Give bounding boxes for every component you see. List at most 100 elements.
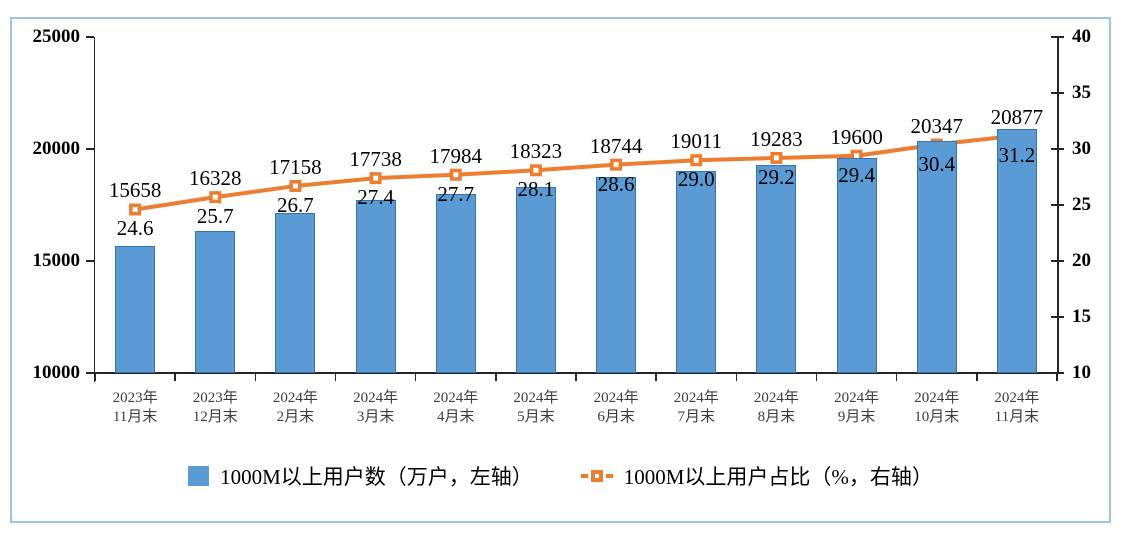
right-axis-tick <box>1051 92 1064 94</box>
left-axis-tick-label: 20000 <box>32 138 81 159</box>
left-axis-tick <box>86 260 94 262</box>
bar <box>756 165 797 373</box>
legend-label-line: 1000M以上用户占比（%，右轴） <box>623 465 933 489</box>
x-tick-label: 2024年 10月末 <box>914 390 960 425</box>
bar <box>115 246 156 373</box>
line-value-label: 28.1 <box>517 177 555 202</box>
line-marker <box>449 168 462 181</box>
right-axis-tick <box>1051 372 1064 374</box>
left-axis-tick-label: 10000 <box>32 362 81 383</box>
x-axis-tick <box>735 373 738 381</box>
x-axis-tick <box>495 373 497 381</box>
line-series-marker-sample <box>580 470 613 482</box>
bar <box>515 186 556 373</box>
right-axis-tick <box>1051 204 1064 206</box>
bar <box>836 157 877 373</box>
x-tick-label: 2024年 5月末 <box>513 390 559 425</box>
line-marker <box>369 172 382 185</box>
line-marker-icon <box>590 470 603 482</box>
left-axis-tick <box>86 372 94 374</box>
line-value-label: 27.7 <box>437 181 475 206</box>
x-tick-label: 2024年 6月末 <box>593 390 639 425</box>
x-axis-tick <box>1056 373 1058 381</box>
left-axis-tick <box>86 148 94 150</box>
x-tick-label: 2024年 7月末 <box>673 390 719 425</box>
bar-value-label: 20347 <box>910 113 964 138</box>
bar <box>596 177 637 373</box>
bar-series-swatch <box>188 466 210 486</box>
right-axis-tick <box>1051 260 1064 262</box>
line-value-label: 31.2 <box>998 142 1036 167</box>
right-axis-tick-label: 35 <box>1072 82 1091 103</box>
left-axis-tick-label: 15000 <box>32 250 81 271</box>
line-value-label: 29.4 <box>838 162 875 187</box>
bar-value-label: 17158 <box>269 154 322 179</box>
x-tick-label: 2024年 8月末 <box>753 390 799 425</box>
x-tick-label: 2024年 3月末 <box>353 390 399 425</box>
line-value-label: 30.4 <box>918 151 956 176</box>
bar <box>435 194 476 373</box>
line-marker <box>610 158 623 171</box>
line-value-label: 24.6 <box>116 216 154 241</box>
x-tick-label: 2023年 11月末 <box>112 390 158 425</box>
x-tick-label: 2024年 9月末 <box>834 390 880 425</box>
x-axis-tick <box>414 373 417 381</box>
x-axis-tick <box>334 373 337 381</box>
bar-value-label: 17738 <box>349 147 402 172</box>
line-value-label: 26.7 <box>277 192 314 217</box>
line-value-label: 29.0 <box>677 167 715 192</box>
legend-item-line: 1000M以上用户占比（%，右轴） <box>580 461 933 491</box>
bar-value-label: 19600 <box>830 124 883 149</box>
chart-legend: 1000M以上用户数（万户，左轴） 1000M以上用户占比（%，右轴） <box>10 458 1111 494</box>
x-tick-label: 2024年 4月末 <box>433 390 479 425</box>
bar <box>195 231 236 373</box>
line-marker <box>690 154 703 167</box>
line-value-label: 27.4 <box>357 185 394 210</box>
bar-value-label: 19011 <box>670 129 723 154</box>
right-axis-tick-label: 40 <box>1072 26 1091 47</box>
x-tick-label: 2024年 2月末 <box>272 390 318 425</box>
bar-value-label: 18744 <box>589 133 643 158</box>
left-axis-tick-label: 25000 <box>32 26 81 47</box>
bar-value-label: 15658 <box>108 178 162 203</box>
line-marker <box>129 203 142 216</box>
line-dash-icon <box>580 474 588 478</box>
x-tick-label: 2023年 12月末 <box>192 390 238 425</box>
right-axis-tick <box>1051 36 1064 38</box>
bar-value-label: 19283 <box>750 126 803 151</box>
right-axis-tick <box>1051 316 1064 318</box>
bar <box>996 129 1037 373</box>
x-tick-label: 2024年 11月末 <box>994 390 1040 425</box>
x-axis-tick <box>254 373 257 381</box>
legend-label-bars: 1000M以上用户数（万户，左轴） <box>220 465 533 489</box>
bar-value-label: 17984 <box>429 143 483 168</box>
line-marker <box>289 179 302 192</box>
x-axis-tick <box>174 373 176 381</box>
bar <box>916 141 957 373</box>
left-axis-line <box>93 37 96 382</box>
bar <box>355 199 396 373</box>
x-axis-tick <box>815 373 818 381</box>
right-axis-tick-label: 10 <box>1072 362 1091 383</box>
x-axis-tick <box>976 373 978 381</box>
line-value-label: 29.2 <box>758 164 795 189</box>
line-marker <box>529 164 542 177</box>
x-axis-tick <box>575 373 577 381</box>
line-dash-icon <box>605 474 613 478</box>
right-axis-tick-label: 15 <box>1072 306 1091 327</box>
line-value-label: 28.6 <box>597 171 635 196</box>
line-value-label: 25.7 <box>196 204 234 229</box>
line-marker <box>209 191 222 204</box>
x-axis-tick <box>895 373 898 381</box>
right-axis-tick <box>1051 148 1064 150</box>
bar-value-label: 20877 <box>990 104 1044 129</box>
legend-item-bars: 1000M以上用户数（万户，左轴） <box>188 461 533 491</box>
right-axis-tick-label: 25 <box>1072 194 1091 215</box>
x-axis-tick <box>655 373 657 381</box>
bar <box>676 171 717 373</box>
left-axis-tick <box>86 36 94 38</box>
bar <box>275 212 316 373</box>
line-marker <box>770 151 783 164</box>
right-axis-tick-label: 20 <box>1072 250 1091 271</box>
x-axis-tick <box>94 373 96 381</box>
